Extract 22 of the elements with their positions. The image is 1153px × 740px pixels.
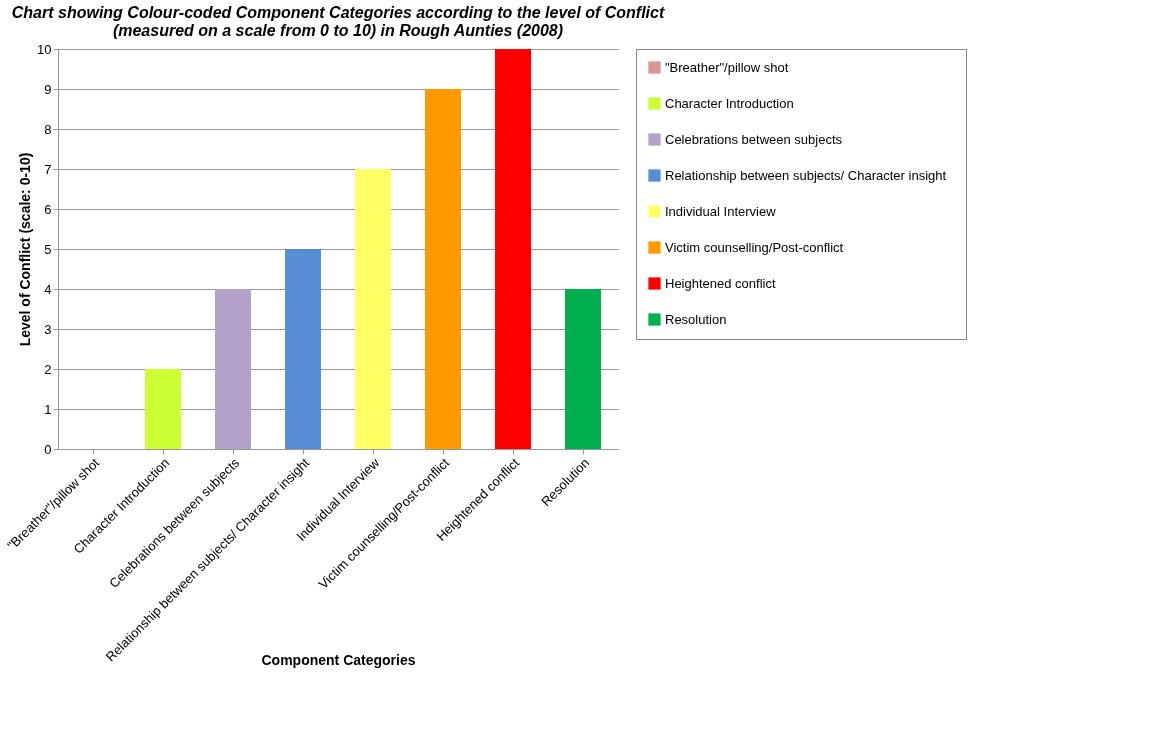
y-axis-title: Level of Conflict (scale: 0-10) [17, 152, 34, 347]
y-tick-label: 10 [37, 41, 52, 57]
y-tick-label: 5 [44, 241, 52, 257]
legend-label: Relationship between subjects/ Character insight [665, 167, 947, 183]
legend-label: Victim counselling/Post-conflict [665, 239, 844, 255]
legend-label: Resolution [665, 311, 727, 327]
y-tick-label: 7 [44, 161, 52, 177]
y-tick-label: 6 [44, 201, 52, 217]
y-tick-label: 8 [44, 121, 52, 137]
y-tick-label: 0 [44, 441, 52, 457]
legend-label: "Breather"/pillow shot [665, 59, 789, 75]
y-tick-label: 3 [44, 321, 52, 337]
y-tick-label: 1 [44, 401, 52, 417]
legend-label: Celebrations between subjects [665, 131, 843, 147]
y-tick-label: 9 [44, 81, 52, 97]
legend-label: Individual Interview [665, 203, 777, 219]
chart-title: Chart showing Colour-coded Component Categories according to the level of Conflict (measured on a scale from 0 to 10) in Rough Aunties (2008) [11, 4, 665, 39]
legend-label: Heightened conflict [665, 275, 776, 291]
y-tick-label: 4 [44, 281, 52, 297]
legend-label: Character Introduction [665, 95, 794, 111]
y-tick-label: 2 [44, 361, 52, 377]
x-axis-title: Component Categories [261, 651, 416, 668]
